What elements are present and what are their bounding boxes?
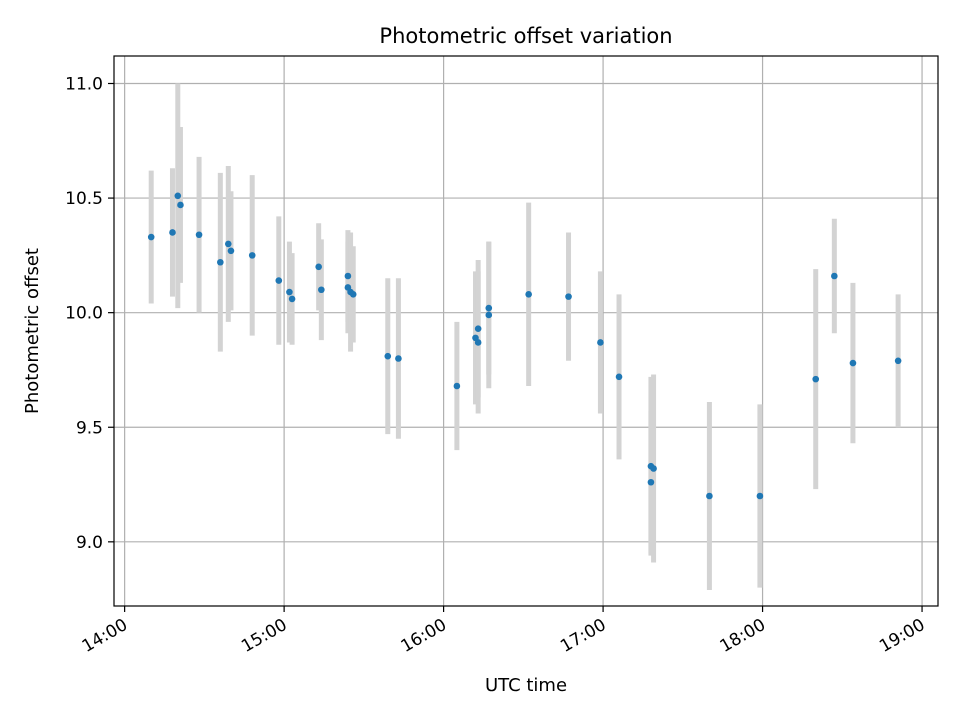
data-point	[453, 382, 461, 390]
data-point	[286, 288, 293, 296]
data-point	[174, 192, 182, 200]
data-point	[315, 263, 322, 271]
data-point	[474, 339, 482, 346]
data-point	[384, 352, 392, 360]
data-point	[597, 339, 604, 346]
data-point	[344, 272, 352, 280]
data-point	[706, 492, 713, 500]
y-axis-ticks: 9.0 9.5 10.0 10.5 11.0	[65, 75, 114, 553]
data-point	[894, 357, 902, 365]
data-point	[349, 291, 357, 298]
data-point	[615, 373, 623, 381]
data-point	[831, 272, 838, 280]
data-point	[474, 325, 482, 333]
data-point	[147, 233, 155, 241]
data-point	[224, 240, 232, 248]
data-point	[756, 492, 764, 500]
data-point	[525, 291, 532, 298]
data-point	[849, 359, 857, 367]
data-point	[177, 201, 184, 209]
y-tick-label: 11.0	[65, 75, 103, 95]
plot-frame	[113, 55, 939, 607]
y-tick-label: 9.0	[76, 533, 103, 553]
y-axis-label: Photometric offset	[22, 248, 43, 414]
y-tick-label: 9.5	[76, 418, 103, 438]
data-points	[147, 192, 902, 500]
data-point	[565, 293, 572, 300]
data-point	[169, 229, 176, 236]
data-point	[395, 355, 402, 362]
chart-title: Photometric offset variation	[379, 24, 672, 48]
data-point	[650, 465, 657, 472]
data-point	[275, 277, 283, 284]
data-point	[227, 247, 235, 255]
data-point	[812, 375, 820, 383]
x-axis-label: UTC time	[485, 675, 567, 696]
y-tick-label: 10.0	[65, 304, 103, 324]
data-point	[217, 258, 224, 266]
data-point	[288, 295, 296, 303]
data-point	[195, 231, 203, 239]
data-point	[485, 304, 493, 312]
y-tick-label: 10.5	[65, 189, 103, 209]
data-point	[318, 286, 325, 294]
data-point	[647, 478, 655, 486]
data-point	[248, 252, 256, 259]
data-point	[485, 311, 493, 319]
